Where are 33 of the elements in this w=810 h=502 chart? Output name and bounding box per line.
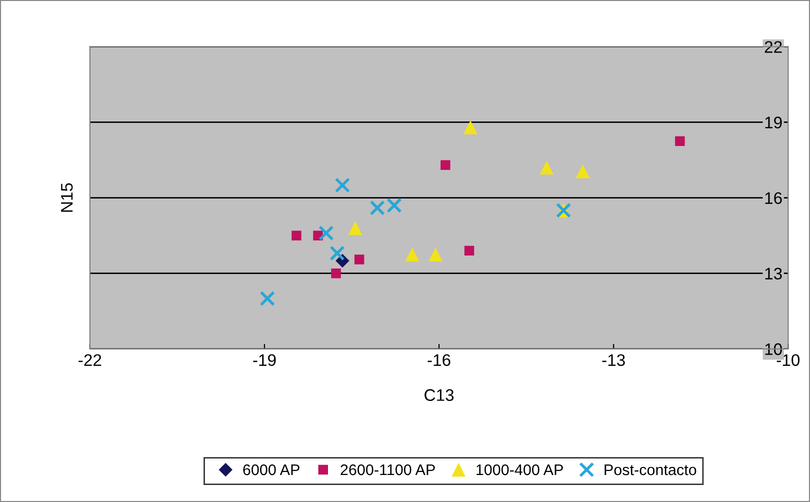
point	[386, 198, 402, 213]
x-tick-label: -10	[776, 354, 800, 366]
point	[576, 164, 590, 178]
x-tick-label: -19	[253, 354, 276, 366]
x-axis-title: C13	[424, 389, 454, 401]
point	[348, 221, 362, 235]
point	[540, 160, 554, 175]
point	[292, 230, 302, 240]
legend-label: 1000-400 AP	[476, 464, 563, 476]
point	[405, 248, 420, 262]
x-tick-label: -16	[428, 354, 450, 366]
x-tick-label: -13	[602, 354, 625, 366]
point	[464, 246, 474, 256]
legend-label: 2600-1100 AP	[340, 464, 435, 476]
y-tick-label: 19	[765, 116, 782, 128]
point	[334, 178, 350, 193]
point	[440, 160, 450, 170]
point	[354, 254, 364, 264]
y-axis-title: N15	[61, 183, 73, 212]
legend-label: Post-contacto	[604, 464, 696, 476]
point	[463, 120, 478, 134]
point	[331, 268, 341, 278]
point	[675, 136, 685, 146]
point	[318, 225, 334, 241]
y-tick-label: 13	[765, 268, 782, 280]
x-tick-label: -22	[78, 354, 102, 366]
legend-label: 6000 AP	[243, 464, 300, 476]
y-tick-label: 22	[764, 41, 782, 53]
point	[428, 248, 442, 262]
y-tick-label: 16	[765, 192, 782, 204]
point	[370, 200, 385, 216]
point	[330, 246, 345, 261]
point	[260, 290, 276, 306]
